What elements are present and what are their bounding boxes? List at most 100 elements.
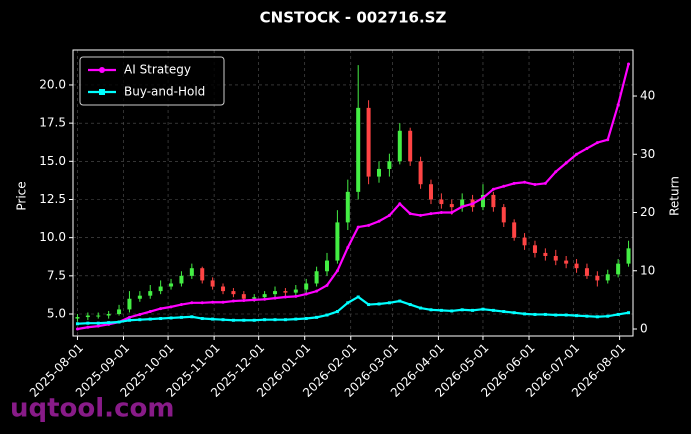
candle-body xyxy=(293,289,298,293)
line-marker xyxy=(335,269,339,273)
line-marker xyxy=(127,318,131,322)
line-marker xyxy=(554,313,558,317)
candle-body xyxy=(325,260,330,272)
line-marker xyxy=(190,315,194,319)
line-marker xyxy=(439,211,443,215)
return-line xyxy=(77,63,630,331)
line-marker xyxy=(564,313,568,317)
legend-marker xyxy=(99,89,105,95)
line-marker xyxy=(179,315,183,319)
line-marker xyxy=(377,219,381,223)
line-marker xyxy=(356,225,360,229)
line-marker xyxy=(273,318,277,322)
line-marker xyxy=(491,187,495,191)
line-marker xyxy=(471,308,475,312)
candle-body xyxy=(179,275,184,284)
plot-frame xyxy=(72,49,634,337)
line-marker xyxy=(595,315,599,319)
candle-body xyxy=(616,263,621,275)
line-marker xyxy=(169,305,173,309)
candle-body xyxy=(501,207,506,223)
line-marker xyxy=(252,298,256,302)
line-marker xyxy=(523,180,527,184)
candle-body xyxy=(283,291,288,293)
line-marker xyxy=(585,146,589,150)
line-marker xyxy=(533,183,537,187)
line-marker xyxy=(533,312,537,316)
line-marker xyxy=(502,184,506,188)
line-marker xyxy=(554,170,558,174)
line-marker xyxy=(460,308,464,312)
line-marker xyxy=(491,308,495,312)
line-marker xyxy=(346,301,350,305)
candle-body xyxy=(595,275,600,281)
line-marker xyxy=(481,307,485,311)
y2-tick-label: 10 xyxy=(640,263,655,277)
line-marker xyxy=(346,245,350,249)
line-marker xyxy=(190,301,194,305)
line-marker xyxy=(148,310,152,314)
line-marker xyxy=(200,301,204,305)
candle-body xyxy=(117,309,122,315)
line-marker xyxy=(304,292,308,296)
line-marker xyxy=(96,321,100,325)
candle-body xyxy=(200,268,205,281)
y2-tick-label: 20 xyxy=(640,205,655,219)
chart-title: CNSTOCK - 002716.SZ xyxy=(260,9,447,27)
candle-body xyxy=(418,161,423,185)
line-marker xyxy=(273,296,277,300)
line-marker xyxy=(169,316,173,320)
line-marker xyxy=(575,314,579,318)
line-marker xyxy=(387,301,391,305)
line-marker xyxy=(616,312,620,316)
candle-body xyxy=(335,222,340,261)
line-marker xyxy=(398,299,402,303)
line-marker xyxy=(107,321,111,325)
line-marker xyxy=(450,309,454,313)
candle-body xyxy=(626,248,631,264)
candle-body xyxy=(408,130,413,162)
line-marker xyxy=(304,317,308,321)
line-marker xyxy=(325,313,329,317)
candle-body xyxy=(522,237,527,246)
candle-body xyxy=(480,194,485,208)
line-marker xyxy=(179,303,183,307)
line-marker xyxy=(335,310,339,314)
line-marker xyxy=(231,299,235,303)
line-marker xyxy=(523,312,527,316)
candle-body xyxy=(169,283,174,287)
line-marker xyxy=(127,315,131,319)
y-tick-label: 5.0 xyxy=(47,307,66,321)
line-marker xyxy=(221,318,225,322)
line-marker xyxy=(471,202,475,206)
line-marker xyxy=(408,212,412,216)
line-marker xyxy=(294,317,298,321)
line-marker xyxy=(283,318,287,322)
line-marker xyxy=(408,303,412,307)
candle-body xyxy=(189,268,194,276)
candle-body xyxy=(376,168,381,177)
candle-body xyxy=(532,245,537,253)
line-marker xyxy=(481,196,485,200)
line-marker xyxy=(439,308,443,312)
line-marker xyxy=(419,213,423,217)
line-marker xyxy=(252,318,256,322)
line-marker xyxy=(356,295,360,299)
candle-body xyxy=(231,291,236,295)
candle-body xyxy=(584,268,589,276)
candle-body xyxy=(148,291,153,296)
line-marker xyxy=(315,289,319,293)
line-marker xyxy=(242,298,246,302)
candle-body xyxy=(314,271,319,284)
candle-body xyxy=(158,286,163,292)
y2-tick-label: 40 xyxy=(640,89,655,103)
y2-axis-label: Return xyxy=(668,176,682,216)
line-marker xyxy=(325,283,329,287)
line-marker xyxy=(263,297,267,301)
line-marker xyxy=(86,321,90,325)
candle-body xyxy=(304,283,309,290)
candle-body xyxy=(137,295,142,299)
candle-body xyxy=(553,255,558,261)
candle-body xyxy=(387,161,392,169)
